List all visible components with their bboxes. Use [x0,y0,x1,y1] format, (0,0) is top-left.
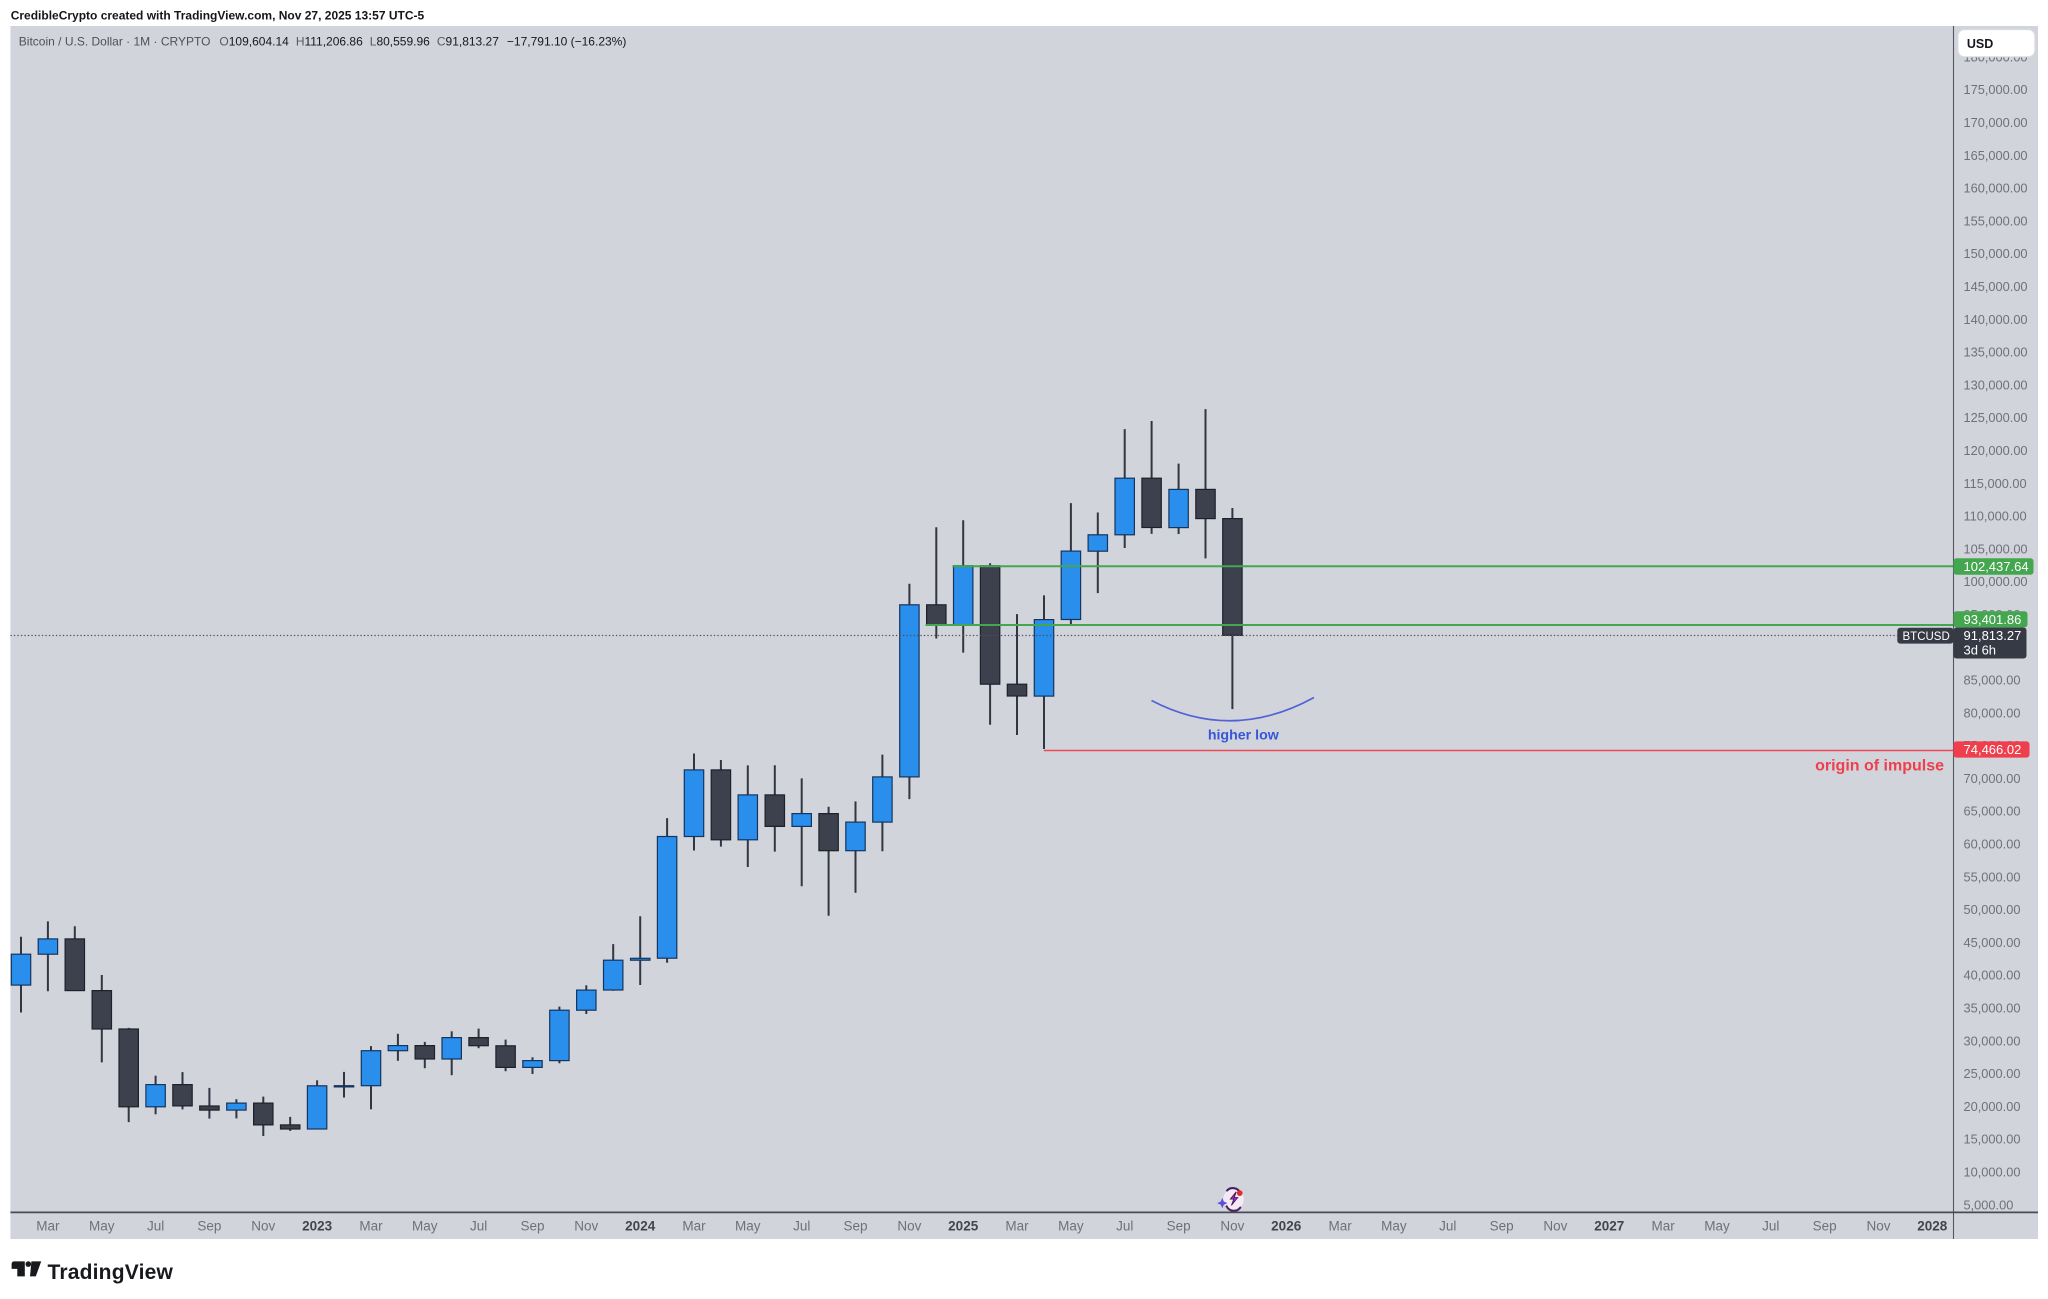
svg-text:125,000.00: 125,000.00 [1964,410,2028,425]
svg-text:Mar: Mar [36,1218,60,1233]
svg-text:2027: 2027 [1594,1218,1624,1233]
svg-text:74,466.02: 74,466.02 [1964,742,2022,757]
svg-text:Nov: Nov [574,1218,598,1233]
svg-text:45,000.00: 45,000.00 [1964,935,2021,950]
svg-text:170,000.00: 170,000.00 [1964,115,2028,130]
svg-text:150,000.00: 150,000.00 [1964,246,2028,261]
svg-text:20,000.00: 20,000.00 [1964,1099,2021,1114]
svg-text:110,000.00: 110,000.00 [1964,509,2027,524]
svg-text:May: May [1381,1218,1407,1233]
svg-text:May: May [412,1218,438,1233]
svg-text:higher low: higher low [1208,727,1280,743]
svg-text:2028: 2028 [1917,1218,1948,1233]
svg-text:60,000.00: 60,000.00 [1964,837,2021,852]
svg-text:TradingView: TradingView [48,1261,174,1284]
svg-text:175,000.00: 175,000.00 [1964,82,2028,97]
svg-text:Mar: Mar [1651,1218,1675,1233]
svg-text:Sep: Sep [197,1218,221,1233]
svg-text:40,000.00: 40,000.00 [1964,968,2021,983]
svg-text:Sep: Sep [1167,1218,1191,1233]
svg-text:80,000.00: 80,000.00 [1964,705,2021,720]
svg-text:15,000.00: 15,000.00 [1964,1132,2021,1147]
svg-text:Nov: Nov [1220,1218,1244,1233]
svg-text:Nov: Nov [897,1218,921,1233]
svg-text:102,437.64: 102,437.64 [1964,559,2029,574]
svg-text:May: May [89,1218,115,1233]
svg-text:Sep: Sep [520,1218,544,1233]
svg-text:55,000.00: 55,000.00 [1964,869,2021,884]
svg-text:Nov: Nov [251,1218,275,1233]
svg-text:Mar: Mar [682,1218,706,1233]
svg-text:3d 6h: 3d 6h [1964,643,1997,658]
svg-text:Jul: Jul [793,1218,810,1233]
svg-text:USD: USD [1967,37,1993,51]
svg-text:155,000.00: 155,000.00 [1964,213,2028,228]
svg-text:2026: 2026 [1271,1218,1302,1233]
svg-text:BTCUSD: BTCUSD [1903,631,1950,643]
svg-text:130,000.00: 130,000.00 [1964,377,2028,392]
svg-text:115,000.00: 115,000.00 [1964,476,2027,491]
svg-text:30,000.00: 30,000.00 [1964,1033,2021,1048]
svg-text:50,000.00: 50,000.00 [1964,902,2021,917]
svg-text:May: May [1058,1218,1084,1233]
svg-text:93,401.86: 93,401.86 [1964,612,2022,627]
svg-text:Sep: Sep [1813,1218,1837,1233]
svg-text:Mar: Mar [1005,1218,1029,1233]
svg-text:Mar: Mar [1328,1218,1352,1233]
svg-text:91,813.27: 91,813.27 [1964,628,2022,643]
svg-text:100,000.00: 100,000.00 [1964,574,2028,589]
svg-text:5,000.00: 5,000.00 [1964,1197,2014,1212]
svg-text:25,000.00: 25,000.00 [1964,1066,2021,1081]
svg-text:2025: 2025 [948,1218,979,1233]
svg-text:Bitcoin / U.S. Dollar · 1M · C: Bitcoin / U.S. Dollar · 1M · CRYPTO O109,… [19,35,627,49]
svg-text:140,000.00: 140,000.00 [1964,312,2028,327]
svg-text:Jul: Jul [147,1218,164,1233]
svg-text:105,000.00: 105,000.00 [1964,541,2028,556]
svg-text:120,000.00: 120,000.00 [1964,443,2028,458]
svg-text:origin of impulse: origin of impulse [1815,758,1944,775]
svg-text:Sep: Sep [843,1218,867,1233]
svg-text:May: May [735,1218,761,1233]
svg-text:Mar: Mar [359,1218,383,1233]
svg-text:Jul: Jul [1116,1218,1133,1233]
svg-text:160,000.00: 160,000.00 [1964,181,2028,196]
svg-text:Jul: Jul [1439,1218,1456,1233]
svg-text:2023: 2023 [302,1218,333,1233]
svg-text:135,000.00: 135,000.00 [1964,345,2028,360]
svg-text:CredibleCrypto created with Tr: CredibleCrypto created with TradingView.… [11,9,425,23]
svg-text:Nov: Nov [1543,1218,1567,1233]
svg-text:35,000.00: 35,000.00 [1964,1001,2021,1016]
svg-text:70,000.00: 70,000.00 [1964,771,2021,786]
svg-text:Jul: Jul [1762,1218,1779,1233]
svg-text:Nov: Nov [1866,1218,1890,1233]
svg-text:65,000.00: 65,000.00 [1964,804,2021,819]
svg-text:165,000.00: 165,000.00 [1964,148,2028,163]
svg-text:Sep: Sep [1490,1218,1514,1233]
svg-text:85,000.00: 85,000.00 [1964,673,2021,688]
svg-text:145,000.00: 145,000.00 [1964,279,2028,294]
svg-text:May: May [1704,1218,1730,1233]
svg-text:2024: 2024 [625,1218,656,1233]
svg-text:10,000.00: 10,000.00 [1964,1165,2021,1180]
svg-text:Jul: Jul [470,1218,487,1233]
